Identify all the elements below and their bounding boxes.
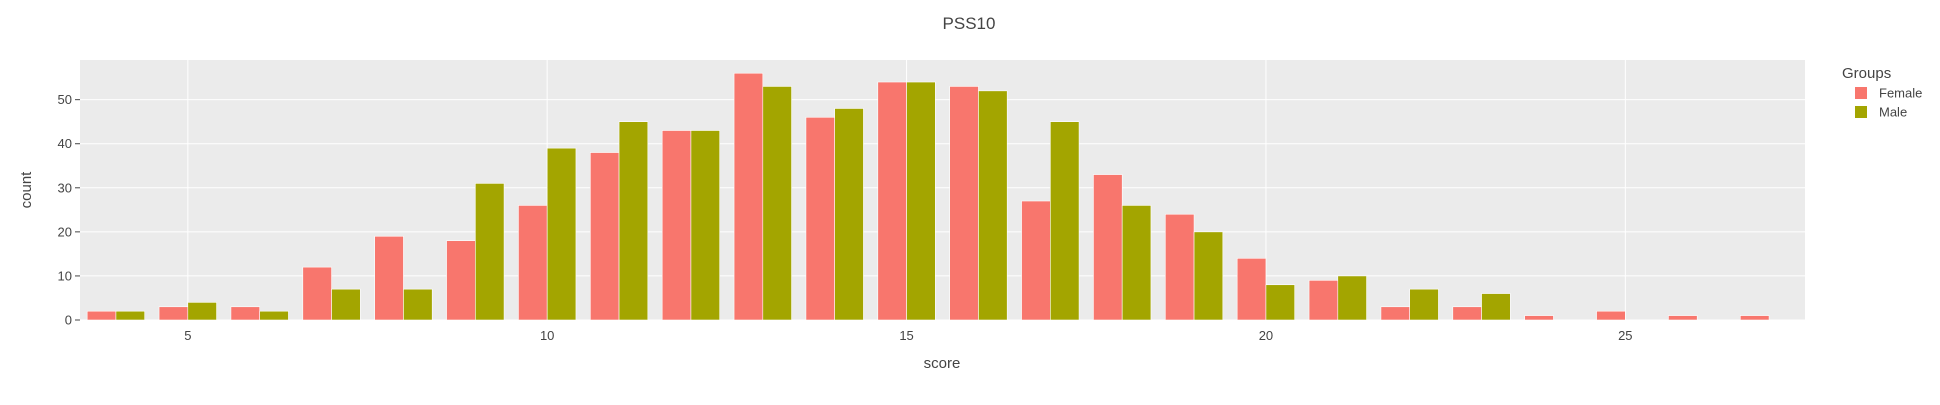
bar-female-18 [1093, 174, 1123, 321]
bar-female-10 [518, 205, 548, 321]
legend-label-female: Female [1879, 86, 1922, 101]
bar-female-23 [1452, 306, 1482, 321]
y-tick-label: 40 [58, 136, 72, 151]
bar-female-15 [877, 81, 907, 321]
bar-male-12 [690, 130, 720, 321]
bar-female-5 [158, 306, 189, 321]
bar-female-16 [949, 86, 979, 321]
bar-female-13 [733, 72, 764, 321]
x-tick-label: 25 [1618, 328, 1632, 343]
bar-male-6 [259, 310, 289, 321]
legend-label-male: Male [1879, 105, 1907, 120]
plot-background [80, 60, 1805, 320]
bar-female-27 [1740, 315, 1770, 321]
bar-female-11 [590, 152, 620, 321]
y-tick-label: 20 [58, 224, 72, 239]
y-tick-label: 30 [58, 180, 72, 195]
bar-male-17 [1050, 121, 1080, 321]
y-tick-label: 10 [58, 268, 72, 283]
x-tick-label: 10 [540, 328, 554, 343]
bar-male-15 [906, 81, 936, 321]
bar-female-22 [1380, 306, 1410, 321]
bar-male-5 [187, 302, 217, 321]
legend-title: Groups [1842, 65, 1891, 82]
bar-male-16 [978, 90, 1008, 321]
chart-title: PSS10 [943, 14, 996, 33]
y-tick-label: 50 [58, 92, 72, 107]
x-tick-label: 15 [899, 328, 913, 343]
bar-male-14 [834, 108, 864, 321]
bar-male-4 [115, 310, 145, 321]
bar-female-24 [1524, 315, 1554, 321]
bar-male-23 [1481, 293, 1511, 321]
y-axis-title: count [18, 171, 35, 209]
bar-male-22 [1409, 288, 1439, 321]
legend-swatch-male [1855, 106, 1867, 118]
axes: 5 10 15 20 25 0 10 20 30 40 50 [58, 92, 1633, 343]
legend: Female Male [1855, 86, 1922, 120]
bar-male-20 [1265, 284, 1295, 321]
bar-male-18 [1121, 205, 1152, 321]
bar-female-26 [1668, 315, 1698, 321]
x-axis-title: score [924, 355, 961, 372]
bar-male-13 [762, 86, 792, 321]
bar-male-19 [1193, 231, 1224, 321]
x-tick-label: 5 [184, 328, 191, 343]
bar-male-9 [475, 183, 505, 321]
bar-female-6 [230, 306, 260, 321]
bar-female-12 [661, 130, 692, 321]
bar-female-7 [302, 266, 332, 321]
bar-female-20 [1236, 258, 1267, 321]
legend-swatch-female [1855, 87, 1867, 99]
bar-female-8 [374, 235, 404, 321]
bar-female-9 [446, 240, 476, 321]
grid-lines [80, 60, 1805, 321]
bar-male-10 [546, 147, 577, 321]
bar-female-17 [1021, 200, 1051, 321]
bar-female-4 [86, 310, 117, 321]
bar-male-21 [1337, 275, 1367, 321]
bar-female-19 [1165, 213, 1195, 321]
bar-female-21 [1308, 280, 1339, 321]
x-tick-label: 20 [1259, 328, 1273, 343]
bar-male-7 [331, 288, 361, 321]
bar-female-14 [805, 116, 835, 321]
bar-male-8 [403, 288, 433, 321]
bars [86, 72, 1770, 321]
bar-male-11 [618, 121, 649, 321]
bar-female-25 [1596, 310, 1626, 321]
y-tick-label: 0 [65, 313, 72, 328]
